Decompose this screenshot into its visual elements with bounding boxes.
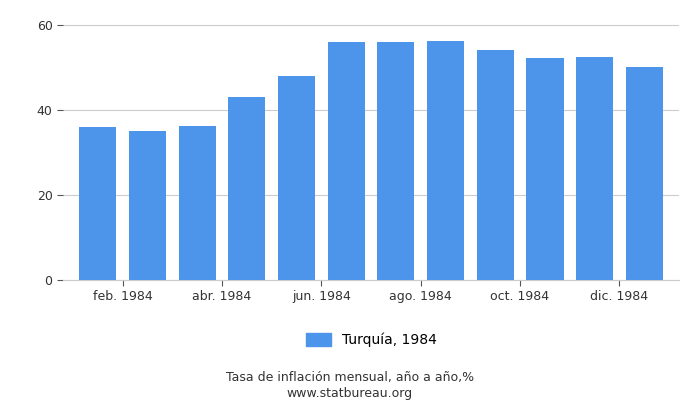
Bar (477, 50, 514, 280)
Legend: Turquía, 1984: Turquía, 1984 (300, 327, 442, 353)
Bar (278, 76, 315, 280)
Bar (626, 67, 663, 280)
Bar (526, 58, 564, 280)
Bar (576, 57, 613, 280)
Bar (427, 41, 464, 280)
Bar (178, 126, 216, 280)
Bar (129, 131, 166, 280)
Bar (328, 42, 365, 280)
Bar (228, 97, 265, 280)
Bar (377, 42, 414, 280)
Text: Tasa de inflación mensual, año a año,%: Tasa de inflación mensual, año a año,% (226, 372, 474, 384)
Text: www.statbureau.org: www.statbureau.org (287, 388, 413, 400)
Bar (79, 127, 116, 280)
